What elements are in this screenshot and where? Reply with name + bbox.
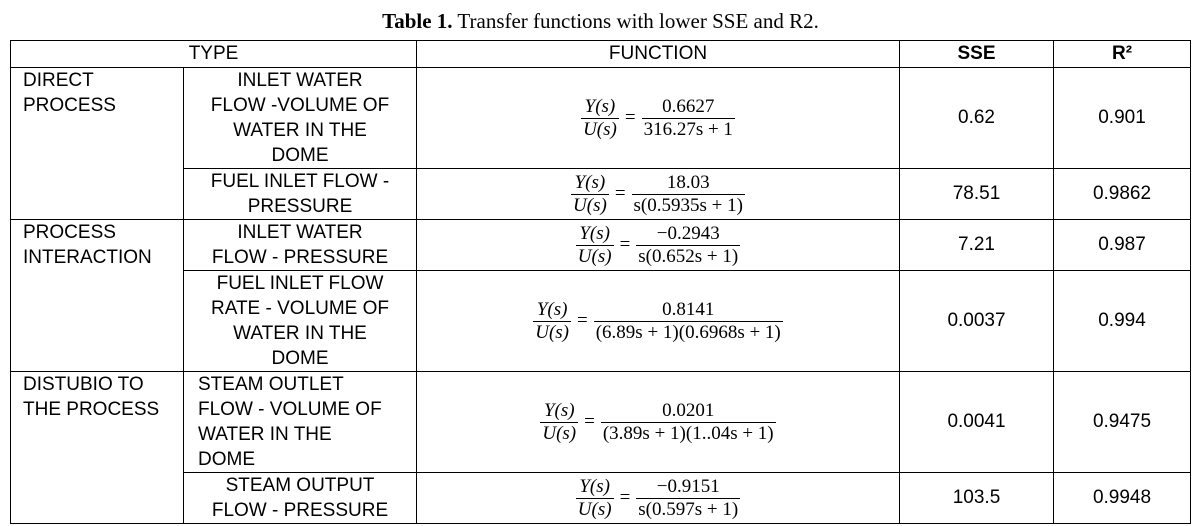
group-cell: DISTUBIO TO THE PROCESS	[10, 371, 184, 524]
lhs-numerator: Y(s)	[579, 475, 610, 497]
subtype-line: DOME	[198, 449, 255, 470]
rhs-denominator: s(0.5935s + 1)	[631, 193, 745, 216]
subtype-line: RATE - VOLUME OF	[210, 298, 390, 319]
rhs-denominator: (6.89s + 1)(0.6968s + 1)	[593, 320, 783, 343]
subtype-cell: STEAM OUTPUT FLOW - PRESSURE	[183, 472, 417, 524]
rhs-denominator: 316.27s + 1	[641, 117, 735, 140]
table-row: FUEL INLET FLOW - PRESSURE Y(s) U(s) = 18…	[11, 168, 1191, 220]
table-row: FUEL INLET FLOW RATE - VOLUME OF WATER I…	[11, 270, 1191, 372]
rhs-numerator: 18.03	[666, 171, 710, 193]
rhs-numerator: 0.8141	[662, 298, 715, 320]
transfer-function: Y(s) U(s) = −0.9151 s(0.597s + 1)	[575, 475, 741, 520]
subtype-line: FLOW - VOLUME OF	[198, 399, 382, 420]
group-line: PROCESS	[23, 222, 116, 243]
lhs-denominator: U(s)	[577, 498, 612, 520]
subtype-cell: FUEL INLET FLOW - PRESSURE	[183, 168, 417, 220]
subtype-line: WATER IN THE	[233, 323, 367, 344]
rhs-denominator: s(0.652s + 1)	[636, 244, 741, 267]
group-line: DIRECT	[23, 70, 94, 91]
subtype-line: PRESSURE	[247, 196, 353, 217]
function-cell: Y(s) U(s) = 0.8141 (6.89s + 1)(0.6968s + 1…	[416, 270, 900, 372]
lhs-denominator: U(s)	[583, 118, 617, 140]
header-row: TYPE FUNCTION SSE R²	[10, 40, 1191, 68]
lhs-numerator: Y(s)	[584, 95, 616, 117]
subtype-cell: INLET WATER FLOW - PRESSURE	[183, 219, 417, 271]
subtype-line: WATER IN THE	[198, 424, 332, 445]
function-cell: Y(s) U(s) = 0.0201 (3.89s + 1)(1..04s + 1)	[416, 371, 900, 473]
subtype-line: INLET WATER	[237, 222, 363, 243]
r2-cell: 0.9475	[1053, 371, 1191, 473]
rhs-numerator: 0.6627	[662, 95, 715, 117]
subtype-line: FLOW - PRESSURE	[211, 247, 389, 268]
subtype-line: FLOW - PRESSURE	[211, 500, 389, 521]
group-line: PROCESS	[23, 95, 116, 116]
rhs-denominator: s(0.597s + 1)	[636, 497, 741, 520]
group-cell: DIRECT PROCESS	[10, 67, 184, 220]
subtype-line: FUEL INLET FLOW	[216, 273, 384, 294]
group-line: THE PROCESS	[23, 399, 160, 420]
subtype-line: STEAM OUTLET	[198, 374, 344, 395]
sse-cell: 78.51	[899, 168, 1054, 220]
header-function: FUNCTION	[416, 40, 900, 68]
subtype-line: DOME	[271, 145, 329, 166]
subtype-cell: INLET WATER FLOW -VOLUME OF WATER IN THE…	[183, 67, 417, 169]
header-type: TYPE	[10, 40, 417, 68]
function-cell: Y(s) U(s) = 18.03 s(0.5935s + 1)	[416, 168, 900, 220]
subtype-line: STEAM OUTPUT	[225, 475, 375, 496]
transfer-function: Y(s) U(s) = 0.8141 (6.89s + 1)(0.6968s + 1…	[533, 298, 783, 343]
lhs-denominator: U(s)	[573, 194, 607, 216]
rhs-denominator: (3.89s + 1)(1..04s + 1)	[600, 421, 776, 444]
r2-cell: 0.901	[1053, 67, 1191, 169]
header-sse: SSE	[899, 40, 1054, 68]
lhs-numerator: Y(s)	[579, 222, 610, 244]
r2-cell: 0.994	[1053, 270, 1191, 372]
transfer-function: Y(s) U(s) = −0.2943 s(0.652s + 1)	[575, 222, 741, 267]
sse-cell: 0.62	[899, 67, 1054, 169]
group-cell: PROCESS INTERACTION	[10, 219, 184, 372]
subtype-line: DOME	[271, 348, 329, 369]
sse-cell: 0.0041	[899, 371, 1054, 473]
lhs-denominator: U(s)	[542, 422, 577, 444]
function-cell: Y(s) U(s) = −0.2943 s(0.652s + 1)	[416, 219, 900, 271]
transfer-function: Y(s) U(s) = 0.0201 (3.89s + 1)(1..04s + 1)	[540, 399, 776, 444]
sse-cell: 103.5	[899, 472, 1054, 524]
group-line: DISTUBIO TO	[23, 374, 144, 395]
function-cell: Y(s) U(s) = −0.9151 s(0.597s + 1)	[416, 472, 900, 524]
transfer-function: Y(s) U(s) = 0.6627 316.27s + 1	[581, 95, 735, 140]
sse-cell: 7.21	[899, 219, 1054, 271]
r2-cell: 0.987	[1053, 219, 1191, 271]
lhs-denominator: U(s)	[535, 321, 570, 343]
subtype-line: FLOW -VOLUME OF	[210, 95, 390, 116]
function-cell: Y(s) U(s) = 0.6627 316.27s + 1	[416, 67, 900, 169]
transfer-function-table: TYPE FUNCTION SSE R² DIRECT PROCESS INLE…	[10, 40, 1191, 524]
subtype-line: INLET WATER	[237, 70, 363, 91]
subtype-line: FUEL INLET FLOW -	[210, 171, 390, 192]
table-caption: Table 1. Transfer functions with lower S…	[0, 9, 1201, 34]
subtype-cell: FUEL INLET FLOW RATE - VOLUME OF WATER I…	[183, 270, 417, 372]
rhs-numerator: −0.2943	[656, 222, 720, 244]
subtype-cell: STEAM OUTLET FLOW - VOLUME OF WATER IN T…	[183, 371, 417, 473]
table-row: DISTUBIO TO THE PROCESS STEAM OUTLET FLO…	[10, 371, 1191, 524]
transfer-function: Y(s) U(s) = 18.03 s(0.5935s + 1)	[571, 171, 745, 216]
table-row: DIRECT PROCESS INLET WATER FLOW -VOLUME …	[10, 67, 1191, 220]
sse-cell: 0.0037	[899, 270, 1054, 372]
table-row: PROCESS INTERACTION INLET WATER FLOW - P…	[10, 219, 1191, 372]
table-caption-label: Table 1.	[382, 9, 453, 33]
lhs-numerator: Y(s)	[574, 171, 606, 193]
group-line: INTERACTION	[23, 247, 152, 268]
lhs-numerator: Y(s)	[543, 399, 575, 421]
subtype-line: WATER IN THE	[233, 120, 367, 141]
rhs-numerator: −0.9151	[656, 475, 720, 497]
header-r2: R²	[1053, 40, 1191, 68]
table-row: STEAM OUTPUT FLOW - PRESSURE Y(s) U(s) = …	[11, 472, 1191, 524]
rhs-numerator: 0.0201	[662, 399, 715, 421]
table-caption-text: Transfer functions with lower SSE and R2…	[452, 9, 819, 33]
lhs-denominator: U(s)	[577, 245, 612, 267]
lhs-numerator: Y(s)	[536, 298, 568, 320]
r2-cell: 0.9862	[1053, 168, 1191, 220]
r2-cell: 0.9948	[1053, 472, 1191, 524]
